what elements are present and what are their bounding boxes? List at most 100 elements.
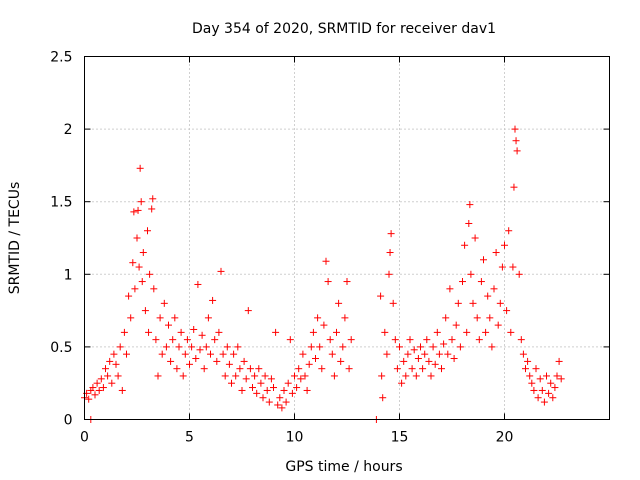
data-point bbox=[524, 357, 532, 365]
data-point bbox=[236, 365, 244, 373]
data-point bbox=[106, 357, 114, 365]
data-point bbox=[89, 384, 97, 392]
data-point bbox=[167, 357, 175, 365]
data-point bbox=[532, 365, 540, 373]
data-point bbox=[505, 227, 513, 235]
data-point bbox=[154, 372, 162, 380]
data-point bbox=[270, 384, 277, 392]
data-point bbox=[519, 350, 527, 358]
data-point bbox=[97, 375, 105, 383]
data-point bbox=[125, 292, 133, 300]
data-point bbox=[307, 343, 315, 351]
data-point bbox=[463, 328, 471, 336]
data-point bbox=[490, 285, 498, 293]
data-point bbox=[251, 372, 259, 380]
data-point bbox=[288, 389, 296, 397]
data-point bbox=[137, 198, 145, 206]
data-point bbox=[507, 328, 515, 336]
data-point bbox=[347, 336, 355, 344]
data-point bbox=[452, 321, 460, 329]
data-point bbox=[190, 325, 198, 333]
data-point bbox=[297, 375, 305, 383]
data-point bbox=[240, 357, 248, 365]
data-point bbox=[477, 278, 485, 286]
data-point bbox=[398, 379, 406, 387]
data-point bbox=[512, 137, 520, 145]
data-point bbox=[469, 299, 477, 307]
data-point bbox=[186, 360, 193, 368]
data-point bbox=[148, 205, 156, 213]
data-point bbox=[207, 350, 214, 358]
data-point bbox=[215, 328, 223, 336]
data-point bbox=[433, 328, 441, 336]
y-tick-label: 0 bbox=[64, 413, 73, 429]
data-point bbox=[177, 328, 185, 336]
x-tick-label: 5 bbox=[185, 430, 194, 446]
data-point bbox=[482, 328, 490, 336]
data-point bbox=[211, 336, 219, 344]
data-point bbox=[501, 241, 508, 249]
data-point bbox=[435, 350, 443, 358]
data-point bbox=[322, 257, 330, 265]
data-point bbox=[377, 292, 385, 300]
data-point bbox=[274, 401, 282, 409]
data-point bbox=[145, 328, 153, 336]
data-point bbox=[278, 404, 286, 412]
data-point bbox=[440, 340, 448, 348]
data-point bbox=[337, 357, 345, 365]
data-point bbox=[545, 389, 553, 397]
data-point bbox=[123, 350, 130, 358]
data-point bbox=[160, 299, 168, 307]
data-point bbox=[328, 350, 336, 358]
data-point bbox=[461, 241, 469, 249]
data-point bbox=[102, 365, 109, 373]
data-point bbox=[509, 263, 517, 271]
data-point bbox=[130, 208, 138, 216]
data-point bbox=[295, 365, 303, 373]
data-point bbox=[242, 375, 250, 383]
data-point bbox=[326, 336, 334, 344]
data-point bbox=[234, 343, 242, 351]
data-point bbox=[219, 350, 227, 358]
data-point bbox=[230, 350, 238, 358]
data-point bbox=[192, 355, 200, 363]
data-point bbox=[309, 328, 317, 336]
data-point bbox=[169, 336, 177, 344]
data-point bbox=[181, 350, 189, 358]
data-point bbox=[473, 314, 481, 322]
data-point bbox=[526, 372, 534, 380]
data-point bbox=[136, 164, 144, 172]
data-point bbox=[272, 328, 280, 336]
data-point bbox=[496, 299, 504, 307]
data-point bbox=[93, 379, 101, 387]
data-point bbox=[454, 299, 462, 307]
data-point bbox=[217, 267, 225, 275]
data-point bbox=[261, 372, 269, 380]
y-tick-label: 1 bbox=[64, 267, 73, 283]
data-point bbox=[551, 384, 559, 392]
data-point bbox=[423, 336, 431, 344]
data-point bbox=[538, 386, 546, 394]
data-point bbox=[543, 372, 550, 380]
data-point bbox=[378, 372, 386, 380]
data-point bbox=[387, 230, 395, 238]
data-point bbox=[110, 350, 118, 358]
data-point bbox=[249, 384, 256, 392]
data-point bbox=[291, 372, 298, 380]
x-tick-label: 15 bbox=[391, 430, 409, 446]
data-point bbox=[383, 350, 391, 358]
data-point bbox=[389, 299, 397, 307]
data-point bbox=[510, 183, 518, 191]
x-axis-label: GPS time / hours bbox=[285, 459, 402, 475]
data-point bbox=[85, 395, 93, 403]
data-point bbox=[448, 336, 456, 344]
data-point bbox=[459, 278, 466, 286]
data-point bbox=[280, 386, 288, 394]
data-point bbox=[450, 355, 458, 363]
data-point bbox=[427, 372, 435, 380]
data-point bbox=[202, 343, 210, 351]
data-point bbox=[549, 394, 557, 402]
data-point bbox=[343, 278, 351, 286]
chart-title: Day 354 of 2020, SRMTID for receiver dav… bbox=[192, 21, 496, 37]
